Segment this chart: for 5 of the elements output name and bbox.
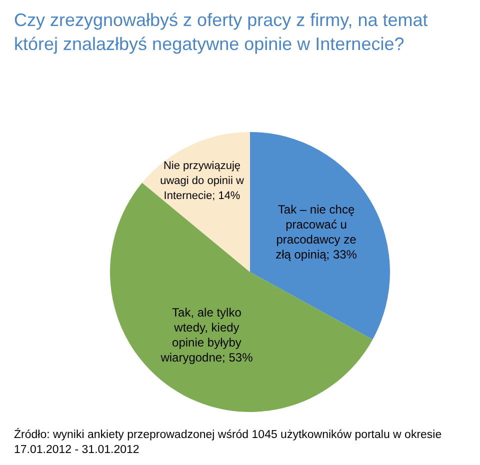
chart-title: Czy zrezygnowałbyś z oferty pracy z firmy, na temat której znalazłbyś negatywne opinie w Internecie? xyxy=(14,9,429,56)
slice-label: Nie przywiązuję uwagi do opinii w Internecie; 14% xyxy=(160,160,244,202)
text: Źródło: wyniki ankiety przeprowadzonej wśród 1045 użytkowników portalu w okresie 17.01.2012 - 31.01.2012 xyxy=(14,428,443,458)
slice-label: Tak, ale tylko wtedy, kiedy opinie byłyby wiarygodne; 53% xyxy=(160,306,254,364)
slice-label: Tak – nie chcę pracować u pracodawcy ze złą opinią; 33% xyxy=(276,202,358,262)
